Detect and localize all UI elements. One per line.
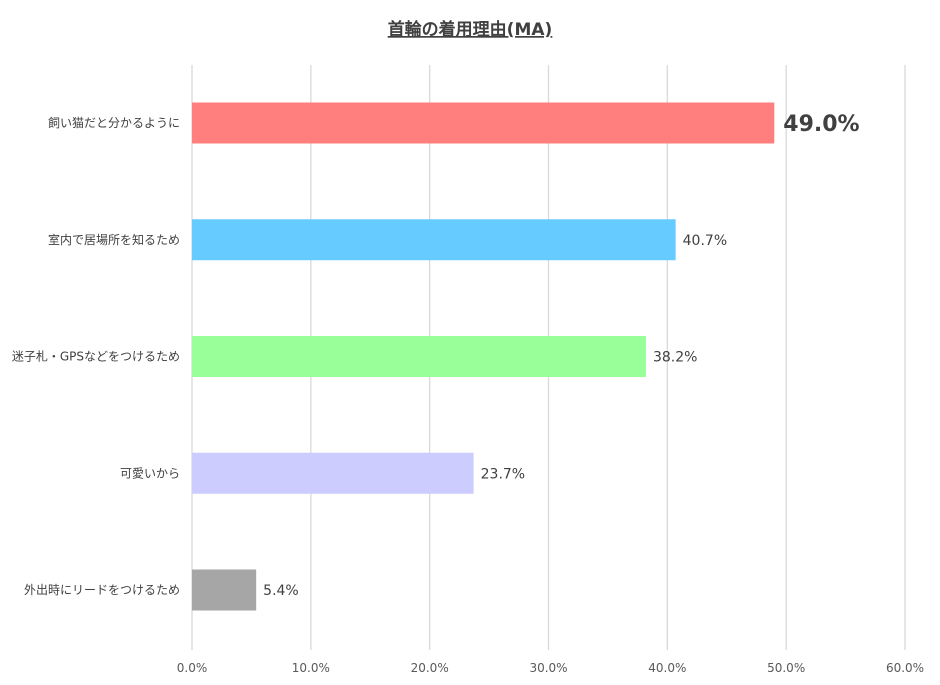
x-tick-label: 20.0% xyxy=(411,661,449,675)
category-label: 外出時にリードをつけるため xyxy=(24,583,180,597)
data-label: 40.7% xyxy=(683,233,727,249)
bar xyxy=(192,336,646,377)
category-labels: 飼い猫だと分かるように室内で居場所を知るため迷子札・GPSなどをつけるため可愛い… xyxy=(12,115,180,597)
x-tick-label: 40.0% xyxy=(648,661,686,675)
x-tick-label: 0.0% xyxy=(177,661,208,675)
data-label: 38.2% xyxy=(653,350,697,366)
category-label: 迷子札・GPSなどをつけるため xyxy=(12,350,180,364)
chart-title: 首輪の着用理由(MA) xyxy=(388,19,553,40)
x-tick-label: 10.0% xyxy=(292,661,330,675)
category-label: 室内で居場所を知るため xyxy=(48,232,180,247)
bar xyxy=(192,452,474,494)
x-tick-label: 60.0% xyxy=(886,661,924,675)
x-tick-label: 50.0% xyxy=(767,661,805,675)
data-label: 5.4% xyxy=(263,583,299,599)
bar xyxy=(192,219,676,261)
bar xyxy=(192,569,257,611)
bar xyxy=(192,102,775,144)
category-label: 可愛いから xyxy=(120,466,180,480)
x-axis-tick-labels: 0.0% 10.0% 20.0% 30.0% 40.0% 50.0% 60.0% xyxy=(177,661,924,675)
bars xyxy=(192,102,775,611)
x-tick-label: 30.0% xyxy=(529,661,567,675)
category-label: 飼い猫だと分かるように xyxy=(48,115,180,130)
data-label: 49.0% xyxy=(783,112,859,137)
data-label: 23.7% xyxy=(481,466,525,482)
data-labels: 49.0% 40.7% 38.2% 23.7% 5.4% xyxy=(263,112,859,599)
